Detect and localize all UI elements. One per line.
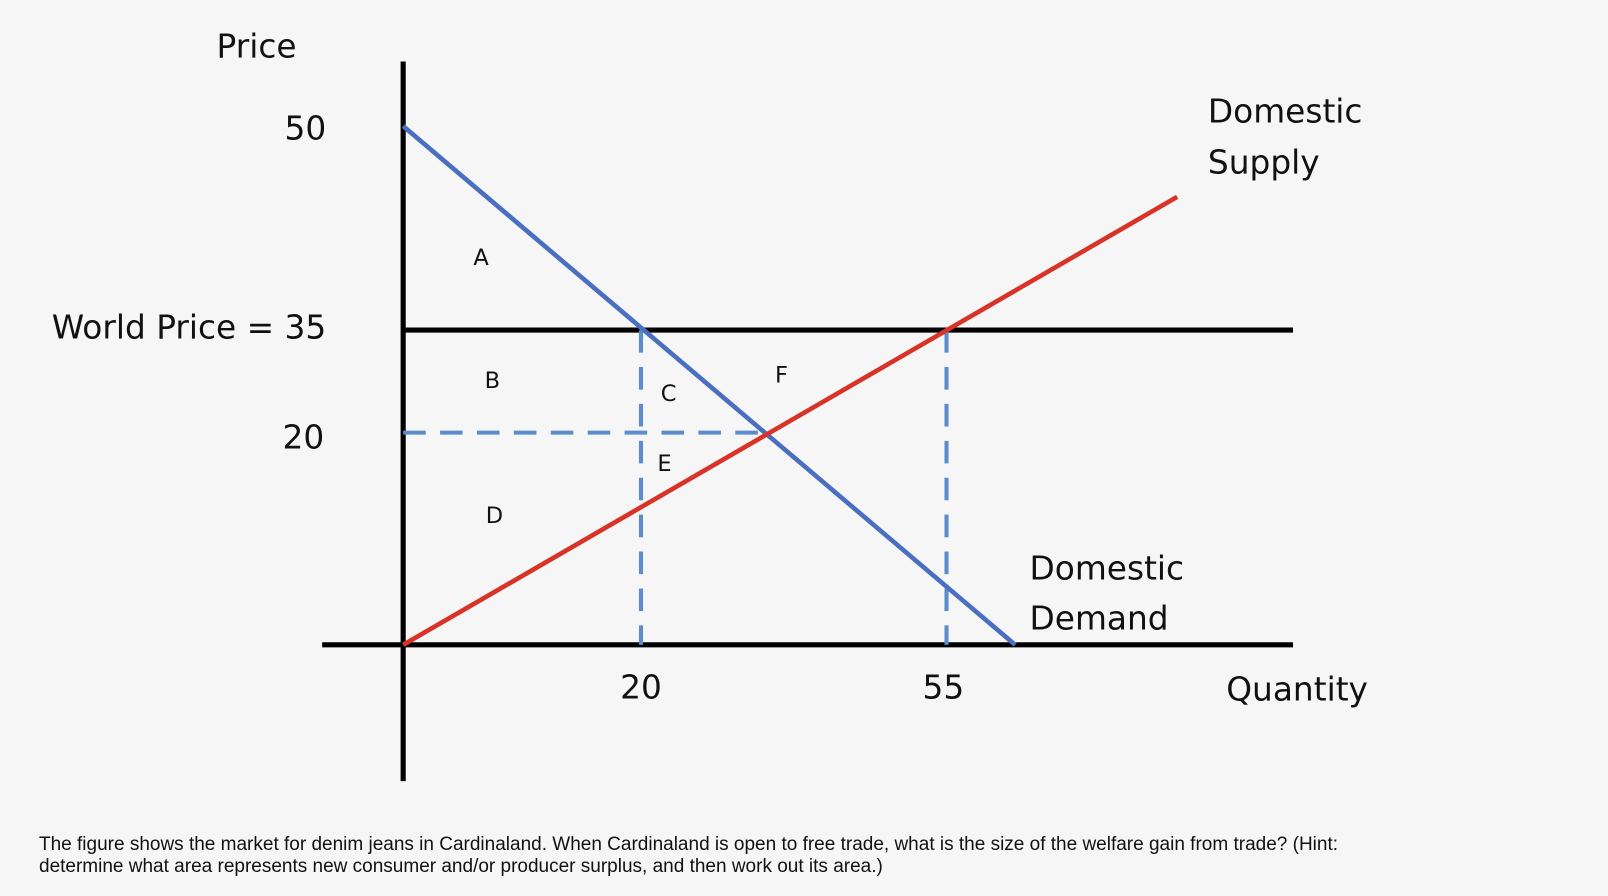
region-label: D (486, 503, 503, 529)
region-label: C (661, 381, 677, 407)
caption-line: determine what area represents new consu… (39, 856, 883, 877)
region-label: A (473, 245, 489, 271)
caption: The figure shows the market for denim je… (39, 834, 1338, 878)
region-label: E (657, 451, 671, 477)
y-tick-label: 50 (285, 110, 327, 148)
demand-curve (401, 124, 1017, 647)
demand-label: Domestic (1030, 549, 1185, 587)
region-label: B (485, 368, 500, 394)
x-tick-label: 55 (923, 668, 965, 706)
supply-curve (402, 194, 1179, 647)
x-tick-label: 20 (620, 668, 662, 706)
y-axis-label: Price (217, 28, 297, 66)
supply-label: Supply (1208, 144, 1320, 182)
x-axis-label: Quantity (1226, 670, 1368, 708)
region-label: F (775, 363, 788, 389)
y-tick-label: World Price = 35 (52, 309, 326, 347)
demand-label: Demand (1030, 600, 1169, 638)
supply-label: Domestic (1208, 92, 1363, 130)
y-tick-label: 20 (282, 418, 324, 456)
caption-line: The figure shows the market for denim je… (39, 834, 1339, 855)
